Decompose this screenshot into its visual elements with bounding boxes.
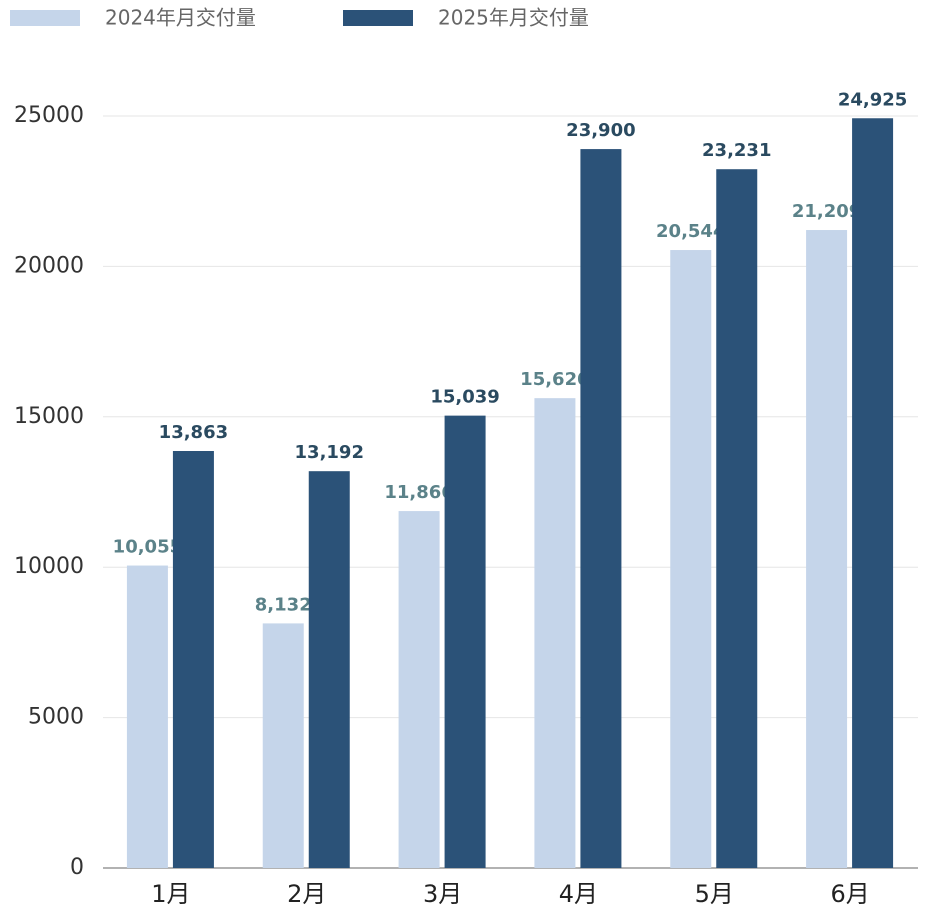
y-tick-label: 10000 (14, 554, 84, 579)
bar (580, 149, 622, 868)
y-tick-label: 20000 (14, 253, 84, 278)
legend-label: 2025年月交付量 (438, 6, 589, 30)
y-tick-label: 5000 (28, 705, 84, 730)
bar (534, 398, 576, 868)
value-label: 21,209 (792, 201, 861, 222)
value-label: 15,620 (520, 369, 589, 390)
legend-swatch (10, 10, 80, 26)
value-label: 24,925 (838, 89, 907, 110)
bar (716, 169, 758, 868)
x-tick-label: 2月 (287, 880, 326, 908)
bar (670, 250, 712, 868)
bar (806, 230, 848, 869)
bar (398, 511, 440, 868)
value-label: 20,544 (656, 221, 725, 242)
y-tick-label: 15000 (14, 404, 84, 429)
value-label: 8,132 (255, 594, 312, 615)
value-label: 13,863 (159, 422, 228, 443)
value-label: 11,866 (384, 482, 453, 503)
x-tick-label: 1月 (151, 880, 190, 908)
value-label: 15,039 (430, 387, 499, 408)
bar (308, 471, 350, 868)
value-label: 10,055 (113, 537, 182, 558)
bar (172, 451, 214, 868)
y-tick-label: 25000 (14, 103, 84, 128)
value-label: 13,192 (295, 442, 364, 463)
bar (126, 565, 168, 868)
value-label: 23,900 (566, 120, 635, 141)
legend-swatch (343, 10, 413, 26)
x-tick-label: 3月 (423, 880, 462, 908)
bar (444, 415, 486, 868)
x-tick-label: 6月 (830, 880, 869, 908)
legend-label: 2024年月交付量 (105, 6, 256, 30)
bar (852, 118, 894, 869)
x-tick-label: 5月 (695, 880, 734, 908)
x-tick-label: 4月 (559, 880, 598, 908)
y-tick-label: 0 (70, 855, 84, 880)
bar (262, 623, 304, 868)
value-label: 23,231 (702, 140, 771, 161)
